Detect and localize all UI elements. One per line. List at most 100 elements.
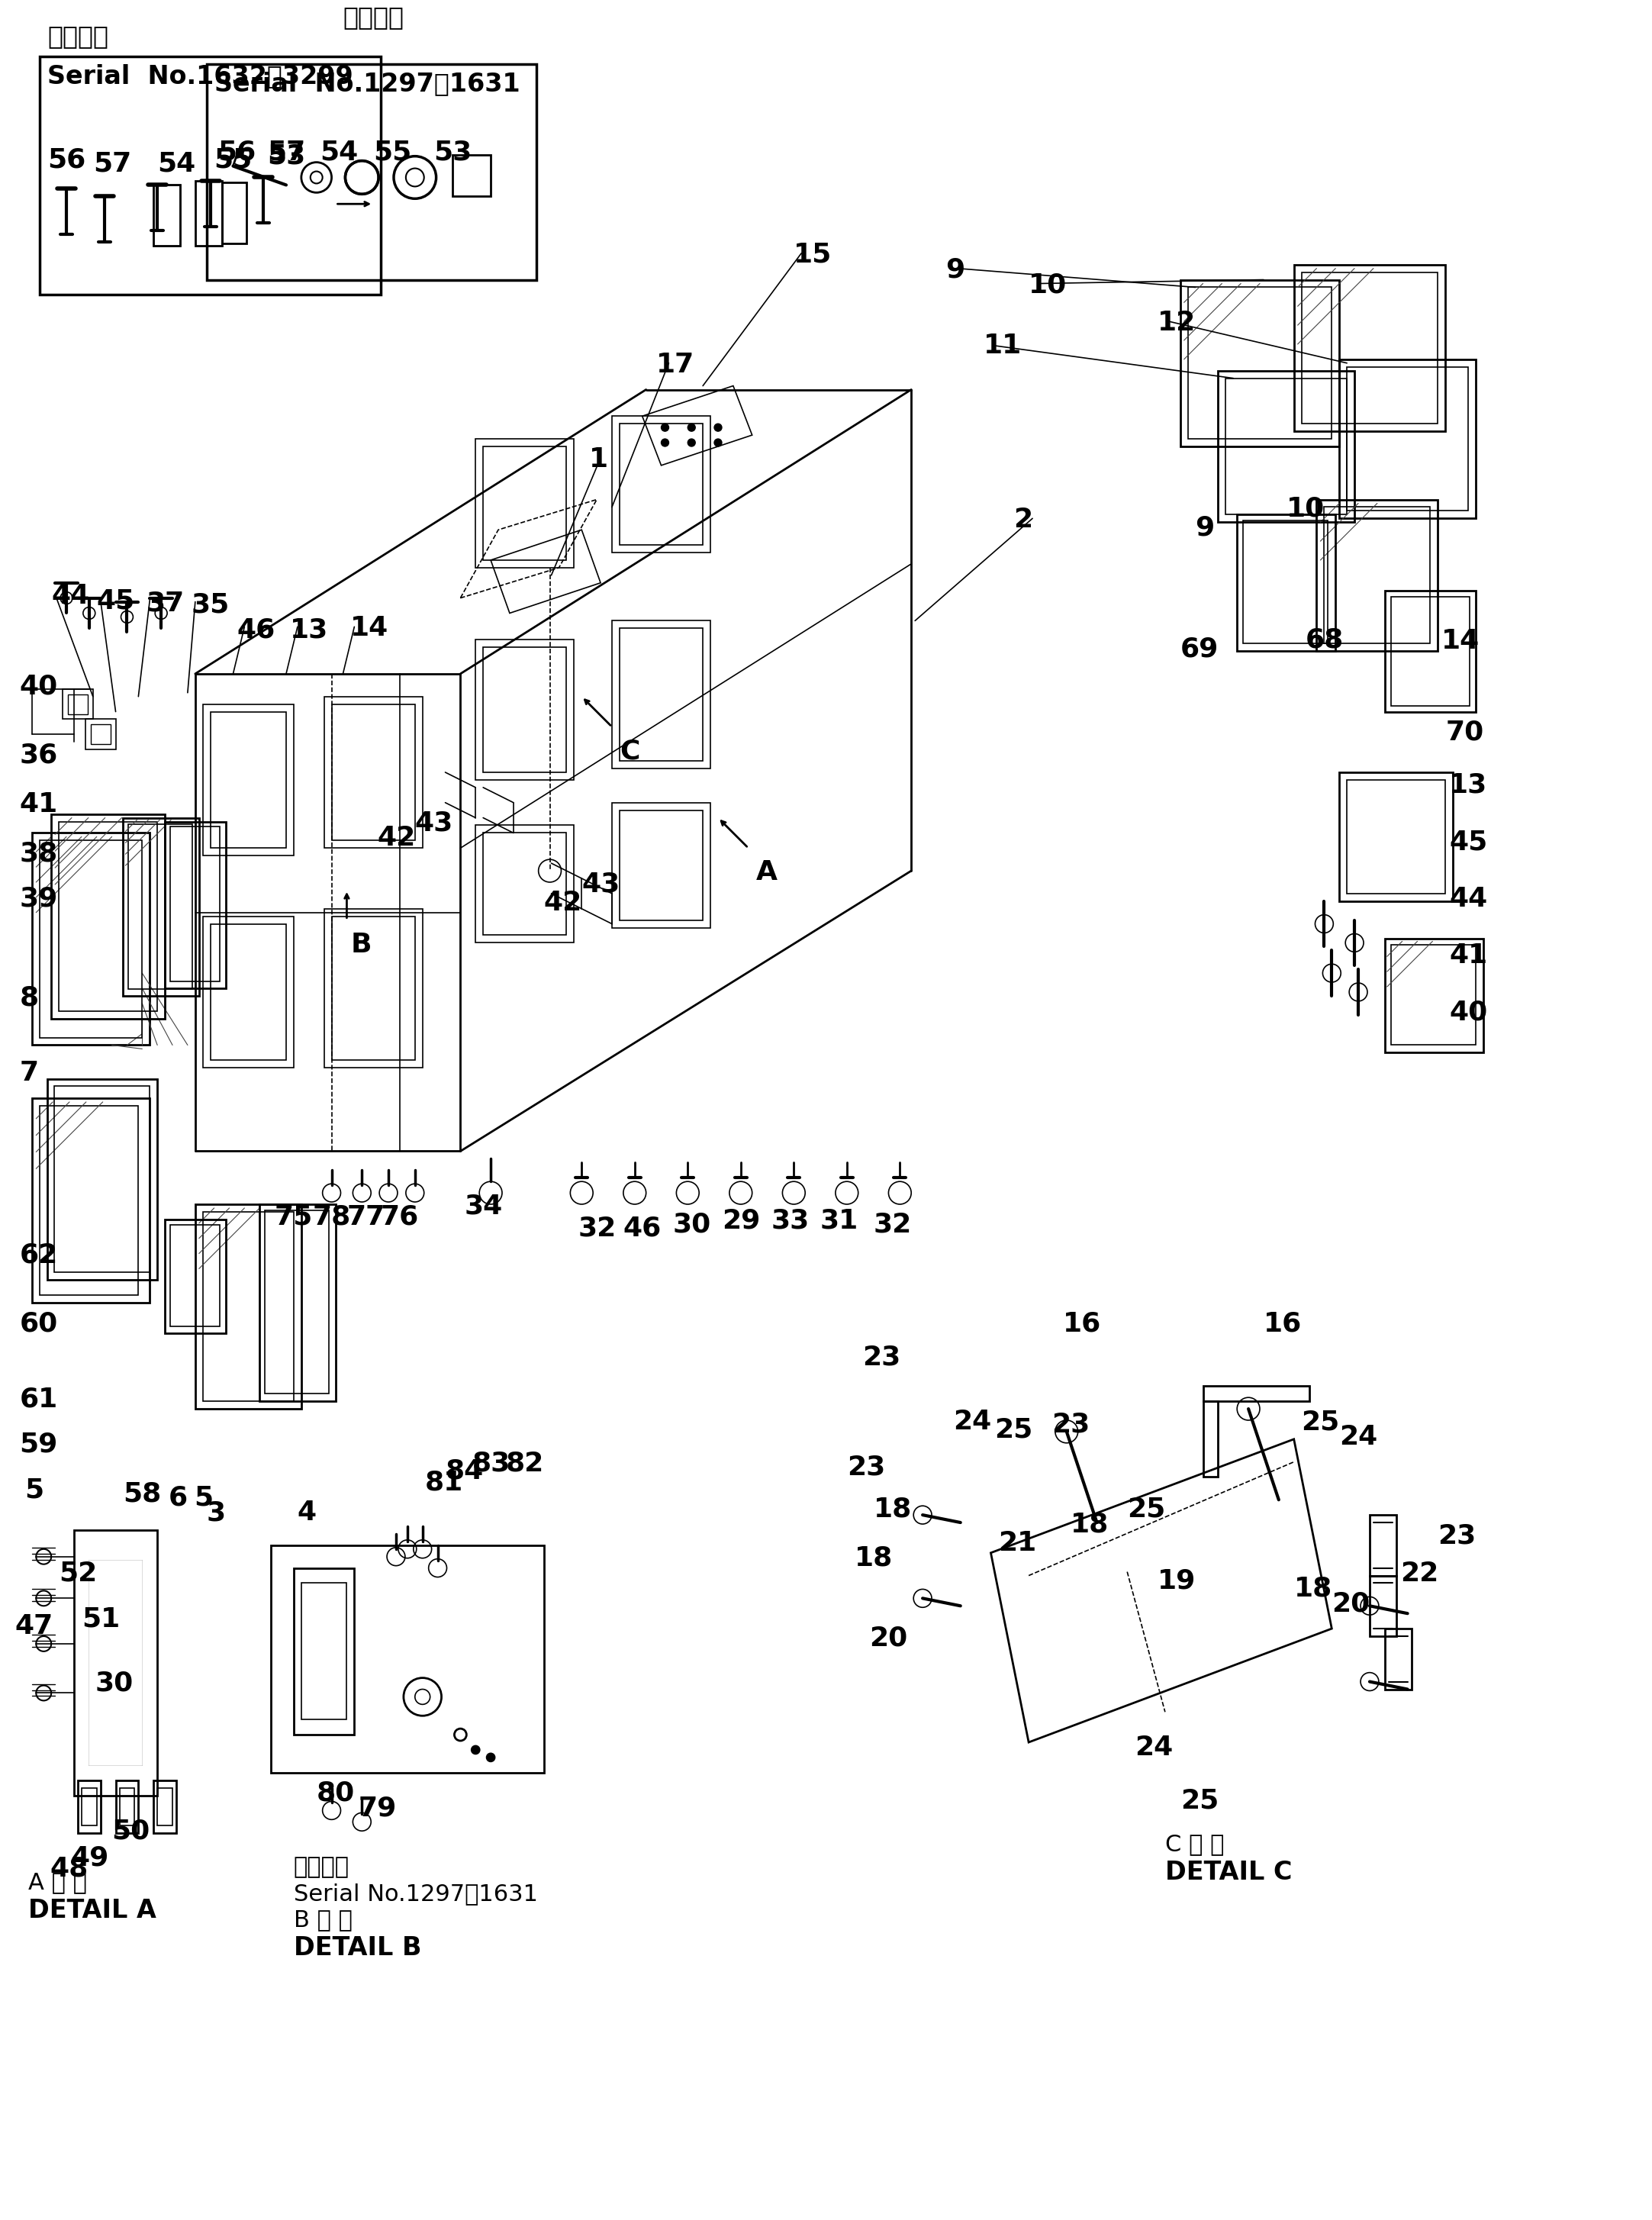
Text: Serial No.1297～1631: Serial No.1297～1631 (294, 1883, 539, 1905)
Text: 23: 23 (1437, 1523, 1477, 1550)
Bar (611, 415, 710, 553)
Text: 22: 22 (1399, 1561, 1439, 1587)
Bar (611, 804, 710, 928)
Bar (89, 1561, 142, 1765)
Text: 59: 59 (20, 1432, 58, 1459)
Bar (1384, 939, 1483, 1052)
Text: 79: 79 (358, 1796, 396, 1820)
Circle shape (687, 440, 695, 446)
Text: 適用号機: 適用号機 (344, 4, 405, 29)
Text: 80: 80 (317, 1780, 355, 1807)
Text: 75: 75 (274, 1203, 314, 1230)
Text: 49: 49 (69, 1845, 109, 1871)
Text: 62: 62 (20, 1243, 58, 1268)
Circle shape (661, 440, 669, 446)
Text: 35: 35 (192, 593, 230, 617)
Circle shape (714, 424, 722, 431)
Bar (91, 724, 111, 744)
Text: A 詳 細: A 詳 細 (28, 1871, 88, 1894)
Bar (210, 713, 286, 848)
Bar (33, 832, 150, 1046)
Bar (33, 1099, 150, 1303)
Circle shape (687, 424, 695, 431)
Bar (332, 704, 415, 841)
Bar (206, 64, 537, 280)
Bar (1226, 377, 1346, 515)
Text: 42: 42 (544, 890, 582, 915)
Text: 41: 41 (1449, 944, 1487, 968)
Bar (203, 704, 294, 855)
Bar (482, 648, 567, 773)
Text: 84: 84 (446, 1459, 484, 1483)
Text: B: B (350, 932, 372, 957)
Bar (1218, 371, 1355, 522)
Text: 54: 54 (320, 140, 358, 166)
Circle shape (714, 440, 722, 446)
Text: 13: 13 (1449, 773, 1487, 799)
Text: A: A (757, 859, 778, 886)
Bar (51, 815, 165, 1019)
Text: 18: 18 (1294, 1576, 1332, 1601)
Bar (1317, 500, 1437, 650)
Text: DETAIL C: DETAIL C (1165, 1860, 1292, 1885)
Bar (620, 628, 702, 761)
Text: 5: 5 (193, 1485, 213, 1510)
Text: 10: 10 (1287, 495, 1325, 522)
Text: B 詳 細: B 詳 細 (294, 1909, 352, 1931)
Bar (476, 440, 573, 568)
Text: 55: 55 (373, 140, 411, 166)
Bar (1325, 506, 1431, 644)
Bar (129, 824, 192, 990)
Text: 68: 68 (1305, 626, 1343, 653)
Bar (81, 1787, 97, 1825)
Bar (1294, 264, 1446, 431)
Bar (1242, 522, 1328, 644)
Bar (476, 826, 573, 943)
Text: 5: 5 (25, 1476, 45, 1503)
Text: 7: 7 (20, 1061, 38, 1086)
Text: 29: 29 (722, 1208, 760, 1234)
Text: 55: 55 (215, 147, 253, 173)
Bar (55, 1086, 150, 1272)
Text: C: C (620, 739, 639, 764)
Text: 18: 18 (874, 1496, 912, 1523)
Text: Serial  No.1632～3299: Serial No.1632～3299 (48, 64, 354, 89)
Text: 53: 53 (268, 144, 306, 169)
Text: 32: 32 (874, 1212, 912, 1239)
Text: 23: 23 (847, 1454, 885, 1481)
Bar (74, 1530, 157, 1796)
Bar (154, 184, 180, 246)
Text: 23: 23 (1051, 1412, 1090, 1436)
Text: 10: 10 (1029, 273, 1067, 297)
Text: 25: 25 (1127, 1496, 1166, 1523)
Text: Serial  No.1297～1631: Serial No.1297～1631 (215, 71, 520, 95)
Text: 3: 3 (206, 1501, 226, 1525)
Bar (40, 56, 382, 295)
Bar (301, 1583, 347, 1720)
Bar (1180, 280, 1340, 446)
Text: 39: 39 (20, 886, 58, 912)
Bar (63, 688, 93, 719)
Text: 25: 25 (995, 1416, 1032, 1443)
Text: 適用号機: 適用号機 (294, 1856, 350, 1878)
Text: 20: 20 (1332, 1592, 1370, 1616)
Text: 15: 15 (795, 242, 833, 269)
Text: 18: 18 (1070, 1512, 1108, 1536)
Text: 36: 36 (20, 741, 58, 768)
Text: 47: 47 (15, 1614, 53, 1638)
Text: 48: 48 (50, 1856, 88, 1883)
Bar (1203, 1385, 1308, 1401)
Text: 37: 37 (145, 591, 185, 617)
Text: 25: 25 (1302, 1410, 1340, 1434)
Bar (482, 446, 567, 559)
Text: 17: 17 (656, 351, 694, 377)
Bar (259, 1203, 335, 1401)
Text: 42: 42 (377, 826, 415, 850)
Bar (1302, 273, 1437, 424)
Bar (1384, 1629, 1411, 1689)
Bar (68, 695, 88, 715)
Text: 2: 2 (1014, 506, 1032, 533)
Bar (154, 184, 180, 246)
Text: C 詳 細: C 詳 細 (1165, 1834, 1224, 1856)
Circle shape (661, 424, 669, 431)
